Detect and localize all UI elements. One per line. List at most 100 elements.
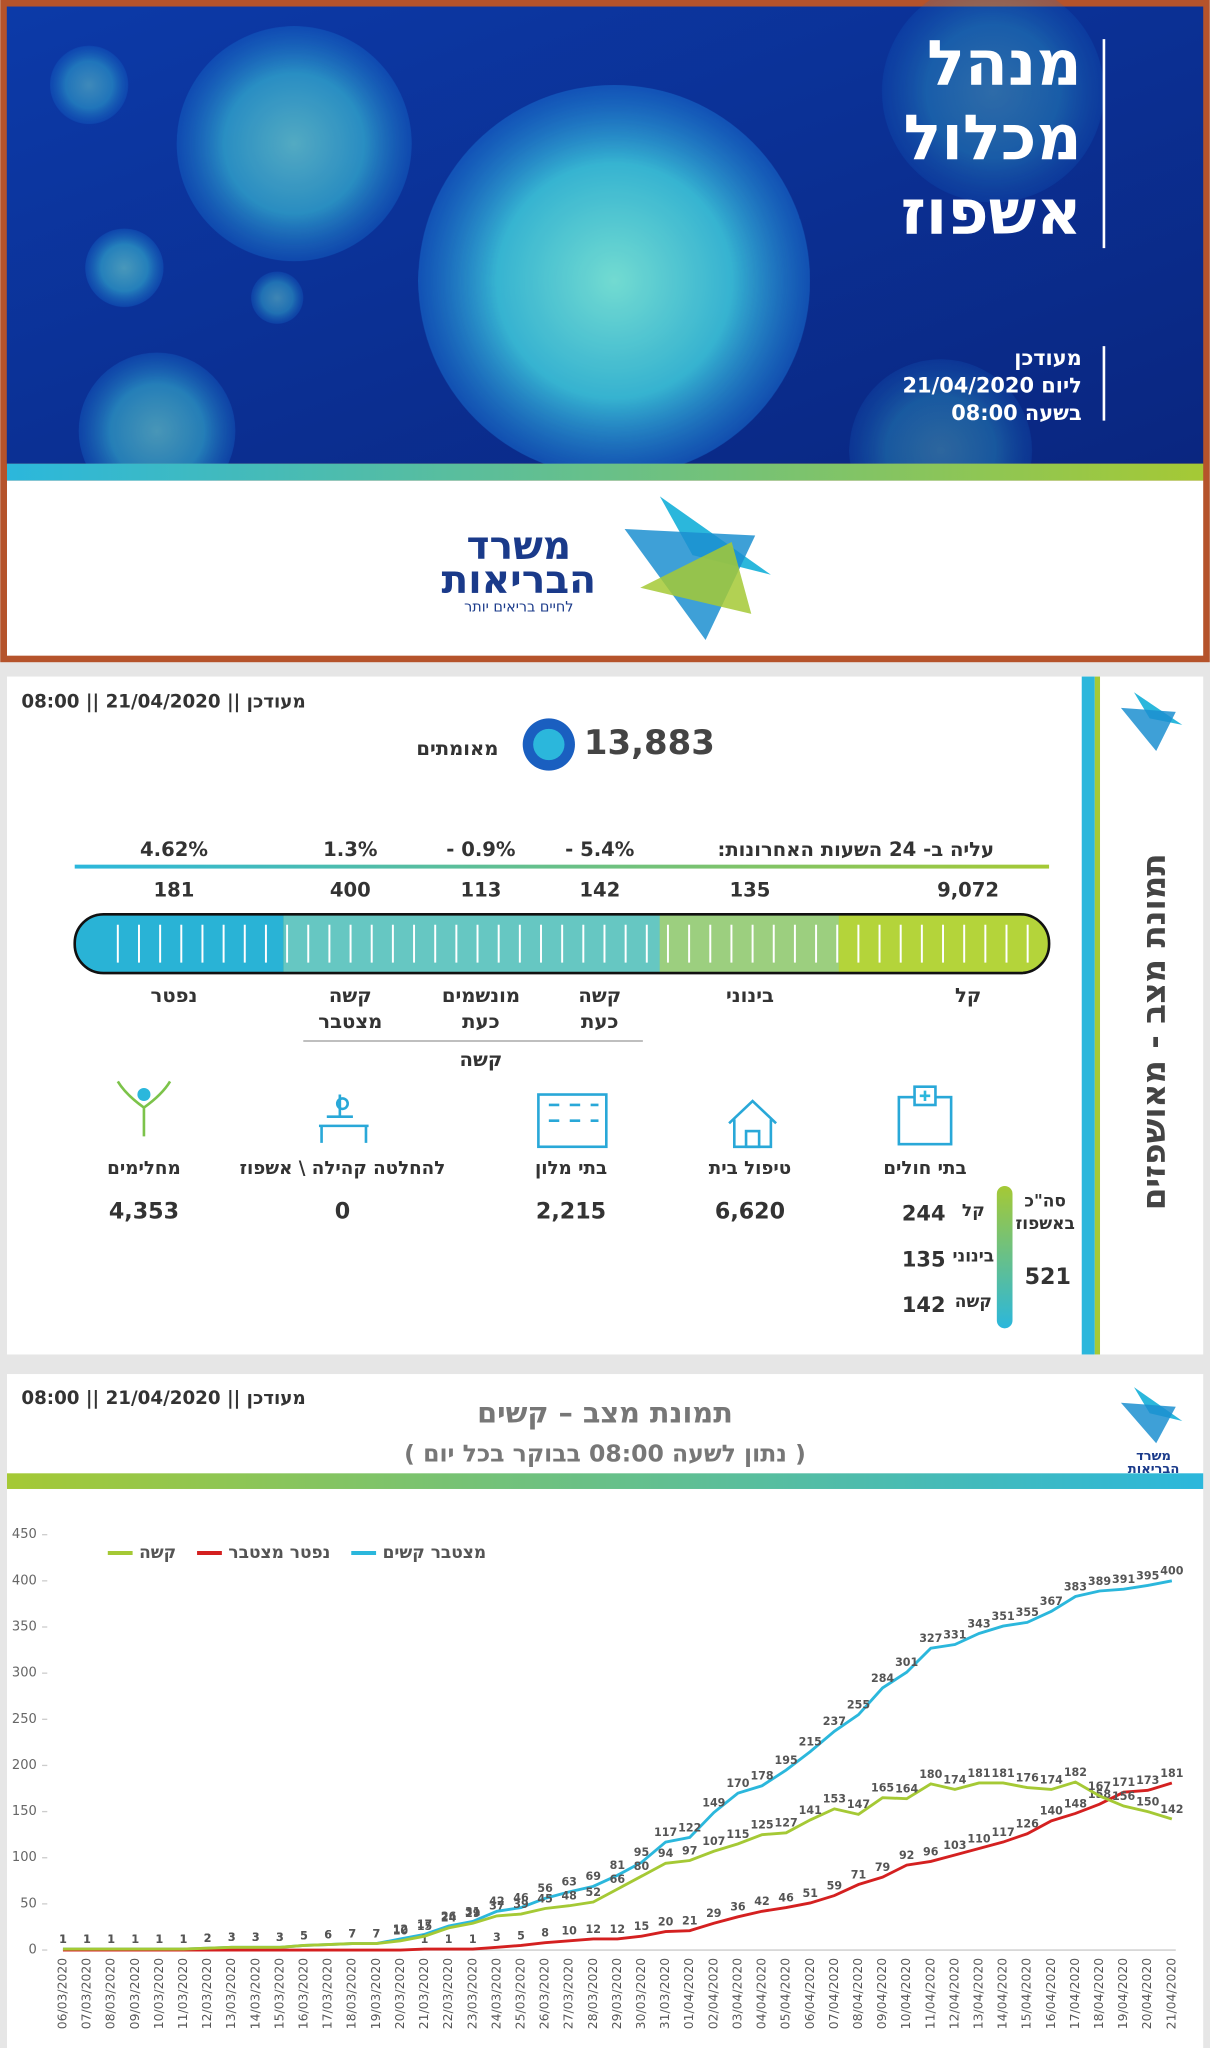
data-label: 178 (750, 1770, 773, 1783)
data-label: 3 (228, 1931, 236, 1944)
y-tick-label: 0 (29, 1943, 37, 1958)
updated-stamp: מעודכן || 21/04/2020 || 08:00 (21, 1388, 305, 1409)
x-tick-label: 22/03/2020 (440, 1958, 455, 2030)
data-label: 1 (156, 1933, 164, 1946)
virus-icon (522, 718, 575, 771)
data-label: 148 (1064, 1797, 1087, 1810)
x-tick-label: 31/03/2020 (657, 1958, 672, 2030)
legend-label: קשה (139, 1543, 176, 1563)
data-label: 3 (493, 1931, 501, 1944)
chart-subtitle: ( נתון לשעה 08:00 בבוקר בכל יום ) (404, 1440, 806, 1468)
x-tick-label: 26/03/2020 (537, 1958, 552, 2030)
data-label: 7 (348, 1927, 356, 1940)
x-tick-label: 30/03/2020 (633, 1958, 648, 2030)
facility-count: 4,353 (109, 1199, 179, 1225)
hospital-count: 142 (902, 1293, 946, 1317)
x-tick-label: 17/03/2020 (320, 1958, 335, 2030)
data-label: 343 (967, 1617, 990, 1630)
data-label: 63 (561, 1876, 576, 1889)
x-tick-label: 16/04/2020 (1043, 1958, 1058, 2030)
x-tick-label: 21/03/2020 (416, 1958, 431, 2030)
facility-label: מחלימים (107, 1158, 181, 1179)
data-label: 31 (465, 1905, 480, 1918)
data-label: 383 (1064, 1580, 1087, 1593)
data-label: 36 (730, 1901, 746, 1914)
facility-label: בתי חולים (883, 1158, 966, 1179)
side-bar (1081, 676, 1095, 1355)
series-line (62, 1780, 1173, 1951)
level-label: קשה (578, 984, 621, 1007)
legend-label: מצטבר קשים (383, 1543, 487, 1563)
data-label: 1 (83, 1933, 91, 1946)
data-label: 176 (1016, 1771, 1039, 1784)
data-label: 17 (417, 1918, 432, 1931)
y-tick-label: 400 (12, 1573, 37, 1588)
data-label: 48 (561, 1890, 577, 1903)
data-label: 400 (1160, 1565, 1183, 1578)
data-label: 24 (441, 1912, 457, 1925)
x-tick-label: 11/04/2020 (922, 1958, 937, 2030)
y-tick-label: 100 (12, 1850, 37, 1865)
data-label: 181 (967, 1767, 990, 1780)
data-label: 1 (156, 1933, 164, 1946)
level-change: 1.3% (323, 838, 377, 861)
y-tick-label: 450 (12, 1527, 37, 1542)
facility-icons (116, 1080, 953, 1149)
data-label: 29 (706, 1907, 722, 1920)
level-label: בינוני (726, 984, 774, 1007)
data-label: 140 (1040, 1805, 1063, 1818)
level-count: 181 (154, 878, 195, 901)
data-label: 12 (610, 1923, 625, 1936)
data-label: 173 (1136, 1774, 1159, 1787)
data-label: 15 (417, 1920, 432, 1933)
level-label: כעת (581, 1010, 619, 1033)
level-label: כעת (462, 1010, 500, 1033)
level-label: קשה (329, 984, 372, 1007)
data-label: 8 (541, 1927, 549, 1940)
data-label: 97 (682, 1844, 697, 1857)
data-label: 1 (131, 1933, 139, 1946)
facility-label: בתי מלון (535, 1158, 607, 1179)
data-label: 1 (180, 1933, 188, 1946)
chart-logo-text: הבריאות (1128, 1462, 1180, 1477)
data-label: 1 (83, 1933, 91, 1946)
data-label: 15 (634, 1920, 649, 1933)
data-label: 69 (586, 1870, 602, 1883)
data-label: 7 (372, 1927, 380, 1940)
facility-label: להחלטה קהילה \ אשפוז (240, 1158, 446, 1179)
data-label: 150 (1136, 1795, 1159, 1808)
hospital-total-label: סה"כ (1024, 1192, 1066, 1212)
x-tick-label: 20/03/2020 (392, 1958, 407, 2030)
data-label: 117 (992, 1826, 1015, 1839)
y-tick-label: 200 (12, 1758, 37, 1773)
data-label: 165 (871, 1782, 894, 1795)
x-tick-label: 10/04/2020 (898, 1958, 913, 2030)
data-label: 142 (1160, 1803, 1183, 1816)
x-tick-label: 20/04/2020 (1139, 1958, 1154, 2030)
data-label: 2 (204, 1932, 212, 1945)
hospital-count: 244 (902, 1202, 946, 1226)
facility-count: 2,215 (536, 1199, 606, 1225)
data-label: 147 (847, 1798, 870, 1811)
data-label: 301 (895, 1656, 918, 1669)
data-label: 3 (252, 1931, 260, 1944)
level-change: 4.62% (140, 838, 208, 861)
x-tick-label: 10/03/2020 (151, 1958, 166, 2030)
data-label: 149 (702, 1796, 725, 1809)
level-label: מצטבר (318, 1010, 382, 1033)
x-tick-label: 18/04/2020 (1091, 1958, 1106, 2030)
data-label: 355 (1016, 1606, 1039, 1619)
x-tick-label: 02/04/2020 (705, 1958, 720, 2030)
data-label: 1 (445, 1933, 453, 1946)
x-tick-label: 19/04/2020 (1115, 1958, 1130, 2030)
data-label: 170 (726, 1777, 749, 1790)
data-label: 71 (851, 1868, 866, 1881)
hospital-gradient (996, 1185, 1013, 1329)
cover-date: בשעה 08:00 (951, 401, 1082, 425)
data-label: 327 (919, 1632, 942, 1645)
data-label: 156 (1112, 1790, 1135, 1803)
confirmed-count: 13,883 (584, 723, 715, 763)
level-label: קל (955, 984, 981, 1007)
side-title: תמונת מצב - מאושפזים (1135, 853, 1173, 1210)
